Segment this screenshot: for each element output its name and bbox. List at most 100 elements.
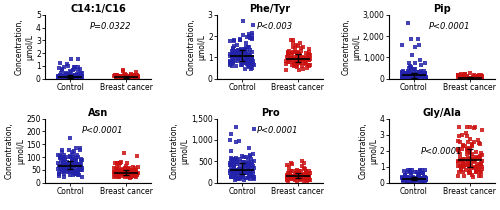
Point bbox=[300, 173, 308, 176]
Point bbox=[291, 174, 299, 177]
Point bbox=[456, 141, 464, 144]
Point bbox=[124, 169, 132, 173]
Point bbox=[461, 157, 469, 160]
Point bbox=[418, 178, 426, 181]
Point bbox=[475, 169, 483, 172]
Point bbox=[294, 54, 302, 58]
Point bbox=[466, 147, 473, 151]
Point bbox=[454, 147, 462, 151]
Point bbox=[231, 54, 239, 58]
Point bbox=[417, 70, 425, 73]
Point bbox=[415, 177, 423, 181]
Point bbox=[58, 76, 66, 80]
Point bbox=[60, 160, 68, 164]
Point bbox=[230, 40, 238, 43]
Point bbox=[230, 175, 237, 178]
Point bbox=[242, 62, 250, 66]
Point bbox=[284, 60, 292, 63]
Point bbox=[290, 62, 298, 65]
Point bbox=[68, 161, 76, 164]
Point bbox=[456, 76, 464, 79]
Point bbox=[113, 170, 121, 173]
Point bbox=[126, 176, 134, 179]
Point bbox=[226, 63, 234, 67]
Point bbox=[284, 51, 292, 55]
Point bbox=[412, 77, 420, 80]
Point bbox=[458, 167, 466, 170]
Point bbox=[406, 76, 414, 80]
Point bbox=[233, 160, 241, 164]
Title: Gly/Ala: Gly/Ala bbox=[422, 108, 462, 118]
Point bbox=[474, 76, 482, 79]
Point bbox=[476, 142, 484, 146]
Point bbox=[72, 75, 80, 79]
Point bbox=[60, 172, 68, 175]
Point bbox=[118, 168, 126, 172]
Point bbox=[77, 165, 85, 169]
Point bbox=[454, 76, 462, 79]
Point bbox=[235, 177, 243, 180]
Point bbox=[232, 50, 240, 54]
Point bbox=[78, 158, 86, 161]
Point bbox=[76, 76, 84, 79]
Point bbox=[133, 73, 141, 77]
Point bbox=[465, 158, 473, 161]
Point bbox=[398, 77, 406, 80]
Point bbox=[229, 60, 237, 63]
Point bbox=[68, 159, 76, 163]
Point bbox=[454, 160, 462, 164]
Point bbox=[236, 47, 244, 51]
Point bbox=[408, 75, 416, 79]
Point bbox=[114, 171, 122, 174]
Point bbox=[292, 179, 300, 182]
Point bbox=[236, 55, 244, 59]
Point bbox=[112, 174, 120, 178]
Point bbox=[403, 171, 411, 174]
Point bbox=[66, 77, 74, 80]
Point bbox=[288, 58, 296, 61]
Point bbox=[306, 179, 314, 182]
Point bbox=[292, 176, 300, 180]
Point bbox=[402, 178, 410, 182]
Point bbox=[286, 176, 294, 179]
Point bbox=[465, 151, 473, 154]
Point bbox=[126, 175, 134, 178]
Point bbox=[119, 168, 127, 171]
Point bbox=[248, 160, 256, 163]
Point bbox=[422, 75, 430, 79]
Point bbox=[226, 169, 234, 173]
Point bbox=[416, 179, 424, 183]
Point bbox=[240, 163, 248, 167]
Point bbox=[473, 75, 481, 78]
Point bbox=[420, 74, 428, 77]
Point bbox=[475, 76, 483, 80]
Point bbox=[62, 74, 70, 77]
Point bbox=[72, 159, 80, 162]
Point bbox=[132, 173, 140, 176]
Point bbox=[236, 167, 244, 170]
Point bbox=[130, 166, 138, 169]
Point bbox=[72, 73, 80, 76]
Point bbox=[412, 176, 420, 180]
Point bbox=[476, 76, 484, 79]
Point bbox=[60, 175, 68, 178]
Point bbox=[404, 22, 411, 25]
Point bbox=[62, 164, 70, 167]
Point bbox=[290, 39, 298, 42]
Point bbox=[296, 52, 304, 56]
Point bbox=[70, 171, 78, 174]
Point bbox=[69, 76, 77, 79]
Point bbox=[290, 175, 298, 178]
Point bbox=[414, 173, 422, 176]
Point bbox=[56, 75, 64, 78]
Point bbox=[73, 163, 81, 167]
Point bbox=[230, 44, 238, 48]
Point bbox=[227, 156, 235, 160]
Point bbox=[248, 163, 256, 166]
Point bbox=[458, 147, 466, 151]
Point bbox=[404, 67, 412, 70]
Point bbox=[288, 169, 296, 173]
Point bbox=[57, 159, 65, 162]
Point bbox=[132, 76, 140, 79]
Point bbox=[401, 76, 409, 79]
